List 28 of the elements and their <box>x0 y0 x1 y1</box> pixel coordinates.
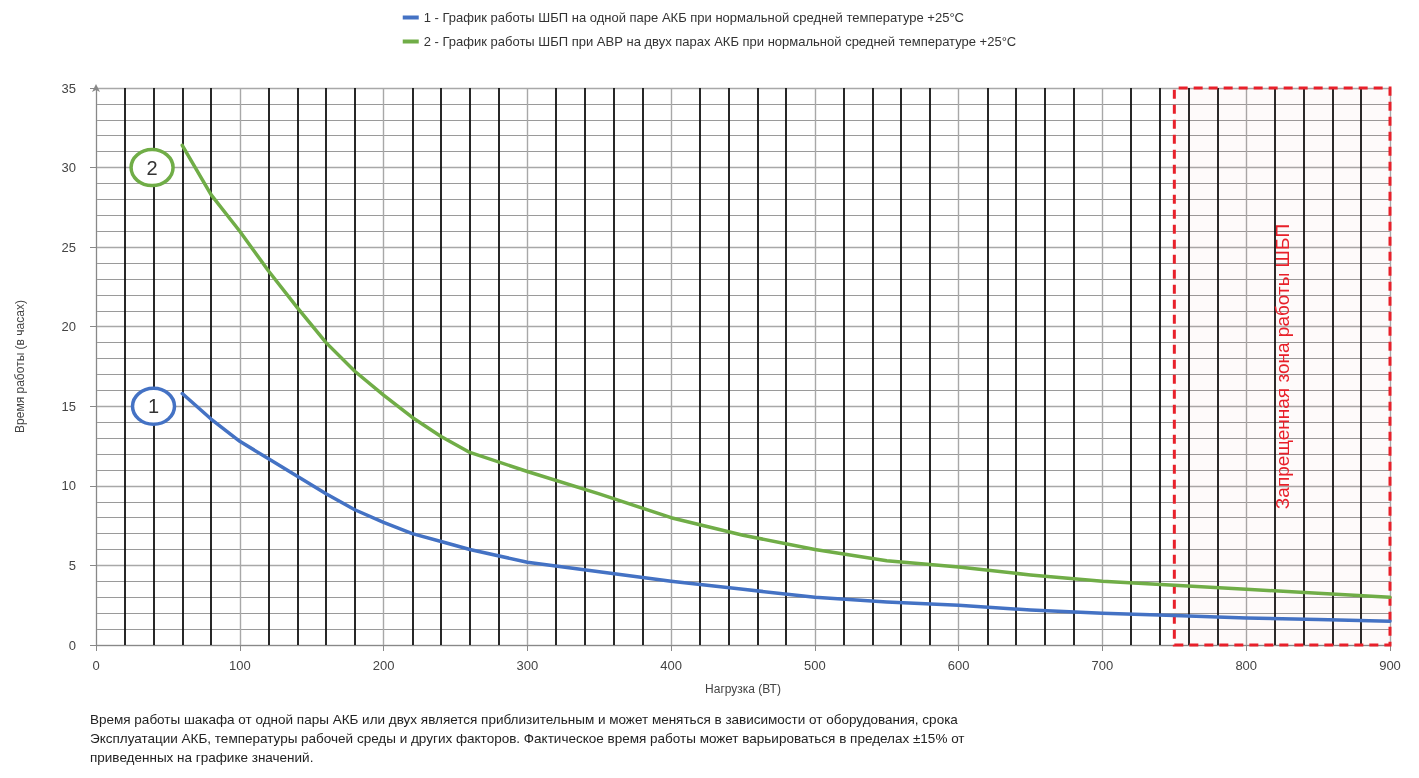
y-tick-label: 25 <box>61 239 76 255</box>
y-tick-label: 30 <box>61 160 76 176</box>
x-tick-label: 400 <box>660 658 682 673</box>
y-tick-label: 20 <box>61 319 76 335</box>
x-tick-label: 700 <box>1091 658 1114 673</box>
line-series <box>180 143 1392 600</box>
legend-label: 2 - График работы ШБП при АВР на двух парах АКБ при нормальной средней температуре +25°C <box>423 34 1017 49</box>
y-tick-label: 10 <box>61 478 76 494</box>
x-axis-title: Нагрузка (ВТ) <box>705 682 781 696</box>
x-tick-label: 200 <box>372 658 395 673</box>
x-tick-label: 0 <box>92 658 100 673</box>
y-tick-label: 5 <box>68 557 76 573</box>
x-tick-label: 600 <box>947 658 970 673</box>
y-tick-label: 35 <box>61 80 76 96</box>
band-label: Запрещенная зона работы ШБП <box>1271 223 1293 510</box>
annotation: 1 <box>147 395 160 418</box>
y-tick-label: 15 <box>61 398 76 414</box>
y-axis-title: Время работы (в часах) <box>13 300 27 433</box>
annotation: 2 <box>146 156 158 179</box>
x-tick-label: 800 <box>1235 658 1258 673</box>
line-series <box>180 391 1392 623</box>
x-tick-label: 300 <box>516 658 539 673</box>
y-tick-label: 0 <box>68 637 76 653</box>
legend-label: 1 - График работы ШБП на одной паре АКБ при нормальной средней температуре +25°C <box>423 10 964 25</box>
x-tick-label: 100 <box>228 658 251 673</box>
x-tick-label: 900 <box>1379 658 1401 673</box>
x-tick-label: 500 <box>804 658 826 673</box>
text: Время работы шакафа от одной пары АКБ или двух является приблизительным и может меняться в зависимости от оборудования, срока Эксплуатации АКБ, температуры рабочей среды и других факторов. Фактическое время работы может варьироваться в пределах ±15% от приведенных на графике значений. <box>90 711 966 767</box>
